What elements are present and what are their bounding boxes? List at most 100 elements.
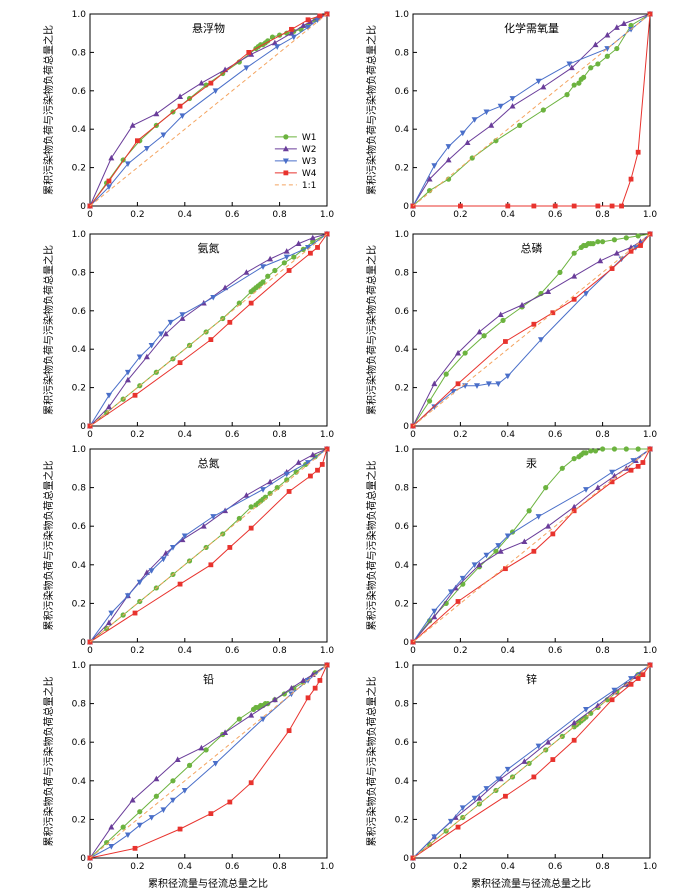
data-point [545, 523, 552, 529]
series-W1 [87, 662, 330, 861]
data-point [148, 342, 155, 349]
data-point [540, 107, 546, 113]
data-point [459, 805, 466, 812]
data-point [638, 243, 643, 248]
y-tick-label: 0.8 [72, 268, 87, 278]
data-point [265, 38, 271, 44]
series-1-to-1 [89, 448, 328, 643]
data-point [281, 260, 287, 266]
data-point [592, 448, 599, 454]
data-point [609, 469, 616, 476]
data-point [179, 312, 186, 318]
data-point [583, 706, 590, 713]
data-point [203, 82, 209, 88]
series-1-to-1 [412, 233, 651, 427]
data-point [317, 678, 323, 683]
data-point [609, 203, 615, 209]
x-tick-label: 0 [87, 210, 93, 220]
y-axis-label: 累积污染物负荷与污染物负荷总量之比 [365, 25, 378, 195]
y-tick-label: 0.2 [395, 815, 409, 825]
data-point [543, 485, 549, 491]
chart-panel-2: 0 0.2 0.4 0.6 0.8 1.0 0 0.2 0.4 0.6 0.8 1.0 累积污染物负荷与… [365, 10, 657, 220]
data-point [431, 163, 438, 169]
series-1-to-1 [412, 664, 651, 859]
data-point [458, 203, 463, 209]
data-point [500, 317, 506, 323]
data-point [198, 79, 205, 86]
y-tick-label: 0 [80, 854, 86, 864]
y-tick-label: 0.8 [72, 700, 87, 710]
data-point [162, 330, 169, 337]
x-tick-label: 0 [410, 210, 416, 220]
x-tick-label: 0.8 [272, 210, 287, 220]
data-point [635, 233, 641, 239]
data-point [288, 30, 295, 36]
data-point [452, 814, 459, 820]
legend-marker [283, 170, 289, 176]
data-point [108, 154, 115, 161]
data-point [483, 786, 490, 792]
data-point [143, 146, 150, 152]
x-tick-label: 0 [87, 862, 93, 872]
legend-label: W1 [302, 133, 317, 143]
x-tick-label: 0.8 [595, 210, 610, 220]
data-point [537, 337, 544, 343]
data-point [503, 793, 508, 799]
x-axis-label-right: 累积径流量与径流总量之比 [471, 877, 591, 890]
data-point [132, 392, 138, 398]
x-tick-label: 0.4 [501, 862, 516, 872]
y-tick-label: 1.0 [395, 661, 410, 671]
data-point [550, 757, 556, 762]
series-W4 [87, 662, 330, 861]
data-point [153, 775, 160, 782]
panel-title: 总磷 [521, 241, 543, 255]
legend-marker [283, 134, 289, 140]
data-point [324, 11, 330, 17]
data-point [471, 562, 478, 568]
data-point [476, 561, 483, 568]
data-point [243, 269, 250, 275]
x-tick-label: 0.4 [501, 646, 516, 656]
data-point [208, 562, 214, 568]
y-tick-label: 0.6 [395, 522, 410, 532]
data-point [267, 478, 274, 485]
data-point [177, 826, 183, 832]
data-point [248, 525, 254, 531]
data-point [426, 175, 433, 182]
data-point [295, 459, 302, 465]
y-axis-label: 累积污染物负荷与污染物负荷总量之比 [365, 677, 378, 847]
y-tick-label: 0.6 [395, 87, 410, 97]
data-point [619, 203, 624, 209]
data-point [260, 279, 266, 285]
data-point [462, 350, 468, 356]
data-point [571, 503, 578, 510]
data-point [291, 254, 297, 260]
data-point [604, 53, 610, 59]
data-point [535, 743, 542, 750]
data-point [167, 319, 174, 326]
data-point [519, 301, 526, 308]
data-point [312, 685, 318, 691]
data-point [620, 20, 627, 26]
data-point [212, 761, 219, 767]
data-point [531, 321, 537, 327]
data-point [177, 93, 184, 99]
y-tick-label: 1.0 [395, 445, 410, 455]
data-point [274, 485, 280, 491]
plot-frame [412, 448, 651, 643]
data-point [227, 319, 233, 325]
data-point [431, 608, 438, 615]
chart-panel-8: 0 0.2 0.4 0.6 0.8 1.0 0 0.2 0.4 0.6 0.8 1.0 累积污染物负荷与… [365, 661, 657, 872]
data-point [309, 234, 316, 241]
data-point [471, 117, 478, 123]
data-point [267, 255, 274, 262]
data-point [628, 681, 634, 687]
data-point [136, 354, 143, 361]
data-point [473, 383, 480, 389]
data-point [210, 514, 217, 520]
y-axis-label: 累积污染物负荷与污染物负荷总量之比 [42, 25, 55, 195]
data-point [571, 456, 577, 462]
data-point [236, 716, 242, 722]
x-tick-label: 0.2 [130, 862, 144, 872]
data-point [583, 291, 590, 297]
